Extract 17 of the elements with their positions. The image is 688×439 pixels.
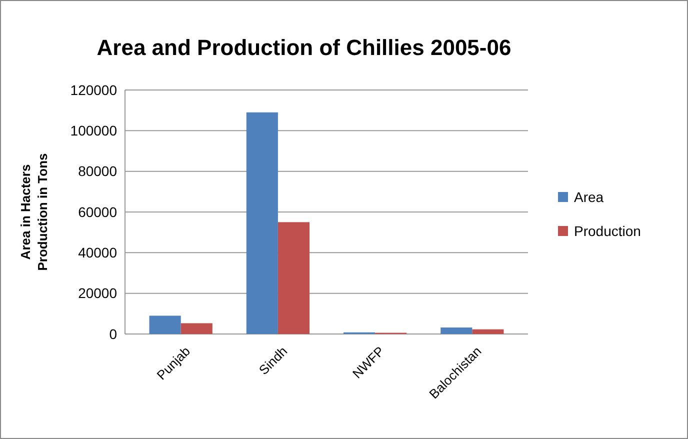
bar bbox=[246, 112, 278, 334]
bar bbox=[180, 323, 212, 334]
bar bbox=[278, 222, 310, 334]
bar bbox=[440, 327, 472, 334]
y-tick-label: 40000 bbox=[78, 244, 118, 261]
y-tick-label: 0 bbox=[109, 326, 118, 342]
y-tick-label: 20000 bbox=[78, 285, 118, 302]
y-tick-label: 100000 bbox=[70, 122, 118, 139]
chart-title: Area and Production of Chillies 2005-06 bbox=[96, 35, 512, 60]
bar bbox=[472, 329, 504, 334]
legend-label: Area bbox=[574, 188, 604, 205]
y-axis-title: Area in Hacters Production in Tons bbox=[18, 153, 50, 271]
y-tick-label: 60000 bbox=[78, 204, 118, 220]
y-tick-label: 80000 bbox=[78, 163, 118, 180]
bar bbox=[149, 316, 181, 334]
legend-label: Production bbox=[574, 222, 641, 239]
y-tick-label: 120000 bbox=[70, 82, 118, 98]
